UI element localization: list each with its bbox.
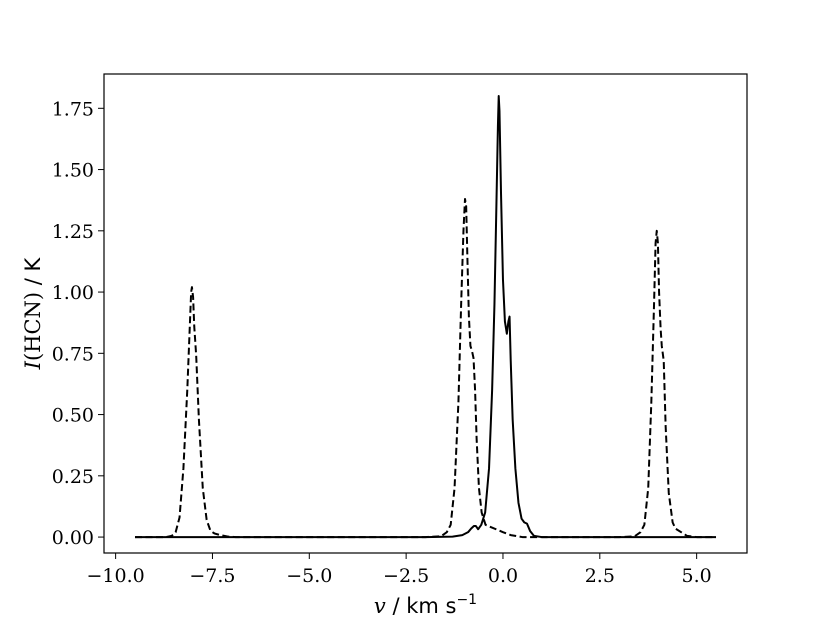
x-tick-label: −2.5: [383, 565, 429, 587]
y-tick-label: 0.25: [52, 466, 94, 488]
y-tick-label: 0.00: [52, 527, 94, 549]
x-tick-label: 5.0: [682, 565, 712, 587]
x-axis-label: v / km s−1: [374, 592, 477, 618]
series-line-solid: [134, 95, 717, 539]
y-tick-label: 1.50: [52, 160, 94, 182]
y-axis-label-sep: /: [21, 271, 45, 291]
y-axis-label-unit: K: [21, 256, 45, 271]
plot-frame: [103, 73, 748, 554]
y-tick-label: 1.25: [52, 221, 94, 243]
x-tick-label: −7.5: [189, 565, 235, 587]
x-axis-label-exponent: −1: [456, 592, 477, 608]
x-axis-label-var: v: [374, 594, 386, 618]
x-axis: −10.0 −7.5 −5.0 −2.5 0.0 2.5 5.0: [87, 553, 712, 587]
y-tick-label: 0.50: [52, 405, 94, 427]
x-axis-label-unit: km s: [406, 594, 456, 618]
x-tick-label: 0.0: [488, 565, 518, 587]
x-axis-label-sep: /: [386, 594, 406, 618]
y-axis-label: I(HCN) / K: [21, 256, 45, 370]
series-line-dashed: [134, 197, 717, 539]
x-tick-label: 2.5: [585, 565, 615, 587]
y-tick-label: 0.75: [52, 343, 94, 365]
x-tick-label: −10.0: [87, 565, 145, 587]
y-axis-label-paren: (HCN): [21, 292, 45, 361]
y-axis-label-var: I: [21, 360, 45, 370]
y-tick-label: 1.75: [52, 98, 94, 120]
series-layer: [134, 95, 717, 539]
y-tick-label: 1.00: [52, 282, 94, 304]
x-tick-label: −5.0: [286, 565, 332, 587]
y-axis: 0.00 0.25 0.50 0.75 1.00 1.25 1.50 1.75: [52, 98, 104, 549]
